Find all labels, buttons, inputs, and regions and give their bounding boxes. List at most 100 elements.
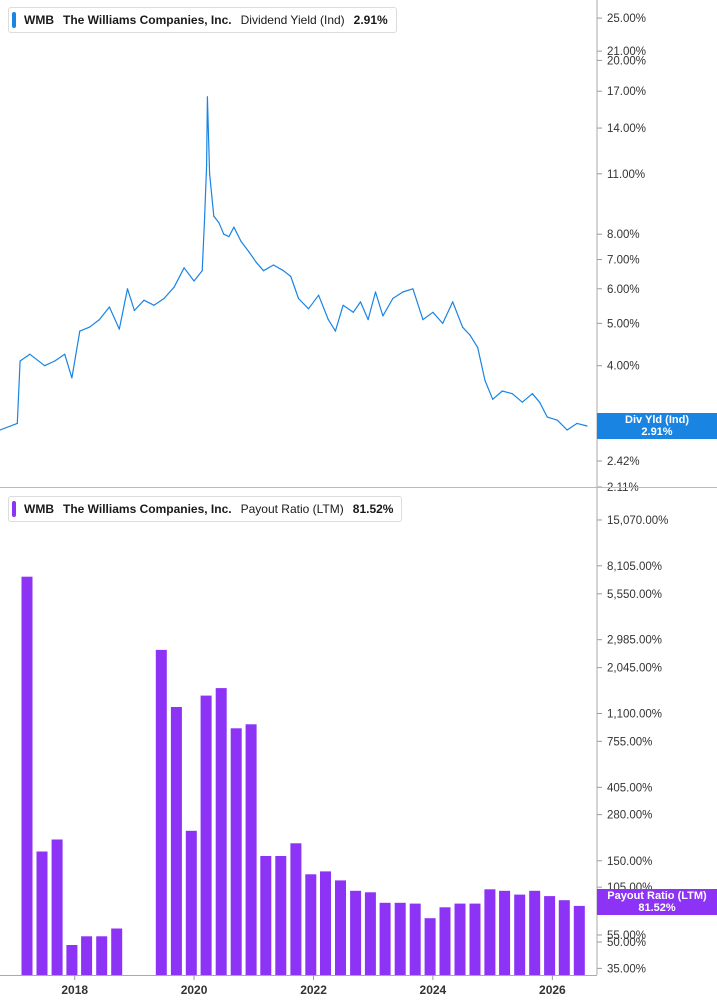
yield-point bbox=[153, 304, 155, 306]
yield-point bbox=[297, 297, 300, 300]
payout-bar bbox=[260, 856, 272, 975]
x-tick-label: 2024 bbox=[420, 983, 447, 997]
yield-point bbox=[367, 319, 369, 321]
yield-point bbox=[492, 398, 494, 400]
payout-bar bbox=[66, 945, 78, 975]
yield-legend-value: 2.91% bbox=[353, 13, 388, 27]
payout-bar bbox=[499, 890, 511, 975]
yield-point bbox=[556, 419, 559, 421]
yield-point bbox=[223, 233, 225, 235]
yield-point bbox=[16, 422, 18, 424]
yield-y-tick-label: 4.00% bbox=[607, 361, 640, 373]
yield-y-tick-label: 2.42% bbox=[607, 456, 640, 468]
yield-point bbox=[206, 164, 208, 166]
yield-point bbox=[469, 334, 471, 336]
yield-tag-label: Div Yld (Ind) bbox=[625, 414, 689, 426]
payout-plot[interactable] bbox=[21, 576, 585, 975]
yield-y-tick-label: 20.00% bbox=[607, 55, 646, 67]
payout-y-tick-label: 55.00% bbox=[607, 930, 646, 942]
payout-y-tick-label: 50.00% bbox=[607, 937, 646, 949]
payout-tag-label: Payout Ratio (LTM) bbox=[607, 890, 707, 902]
yield-plot[interactable] bbox=[0, 96, 588, 431]
yield-point bbox=[442, 322, 444, 324]
yield-point bbox=[462, 326, 464, 328]
yield-point bbox=[511, 393, 513, 395]
yield-y-tick-label: 17.00% bbox=[607, 86, 646, 98]
payout-bar bbox=[185, 830, 197, 975]
payout-bar bbox=[320, 871, 331, 975]
yield-point bbox=[108, 306, 110, 308]
payout-bar bbox=[230, 728, 242, 975]
yield-point bbox=[88, 326, 90, 328]
yield-point bbox=[19, 360, 21, 362]
payout-bar bbox=[200, 695, 212, 975]
payout-bar bbox=[21, 576, 33, 975]
x-tick-label: 2026 bbox=[539, 983, 566, 997]
yield-point bbox=[98, 319, 100, 321]
yield-point bbox=[163, 297, 165, 300]
yield-point bbox=[29, 353, 31, 355]
yield-legend-company: The Williams Companies, Inc. bbox=[63, 13, 232, 27]
yield-point bbox=[272, 264, 275, 266]
yield-point bbox=[233, 226, 235, 228]
payout-bar bbox=[335, 880, 346, 975]
payout-tag-value: 81.52% bbox=[638, 902, 676, 914]
yield-point bbox=[248, 251, 250, 253]
yield-point bbox=[213, 215, 215, 217]
payout-bar bbox=[155, 649, 167, 975]
payout-bar bbox=[379, 902, 391, 975]
yield-point bbox=[290, 275, 292, 278]
payout-bar bbox=[96, 936, 108, 975]
payout-y-tick-label: 15,070.00% bbox=[607, 515, 668, 527]
yield-point bbox=[402, 291, 404, 293]
yield-y-tick-label: 21.00% bbox=[607, 46, 646, 58]
yield-point bbox=[201, 270, 203, 272]
yield-point bbox=[382, 315, 384, 317]
payout-legend-company: The Williams Companies, Inc. bbox=[63, 502, 232, 516]
payout-y-tick-label: 280.00% bbox=[607, 810, 652, 822]
yield-point bbox=[586, 425, 588, 427]
payout-legend-swatch bbox=[12, 501, 16, 517]
yield-legend: WMB The Williams Companies, Inc. Dividen… bbox=[8, 7, 397, 33]
payout-legend-ticker: WMB bbox=[24, 502, 54, 516]
yield-point bbox=[352, 311, 354, 313]
yield-point bbox=[203, 219, 206, 222]
yield-point bbox=[54, 360, 56, 362]
yield-point bbox=[79, 330, 81, 332]
payout-bar bbox=[469, 903, 481, 975]
yield-point bbox=[484, 379, 486, 382]
payout-y-tick-label: 35.00% bbox=[607, 963, 646, 975]
yield-y-tick-label: 8.00% bbox=[607, 229, 640, 241]
yield-point bbox=[307, 308, 310, 310]
yield-point bbox=[432, 311, 434, 313]
yield-point bbox=[452, 301, 454, 303]
payout-bar bbox=[484, 889, 496, 975]
payout-y-tick-label: 1,100.00% bbox=[607, 708, 662, 720]
payout-bar bbox=[544, 896, 556, 975]
payout-bar bbox=[111, 928, 123, 975]
payout-bar bbox=[245, 724, 257, 975]
payout-bar bbox=[305, 874, 317, 975]
yield-point bbox=[477, 347, 479, 349]
payout-y-tick-label: 150.00% bbox=[607, 856, 652, 868]
yield-legend-ticker: WMB bbox=[24, 13, 54, 27]
x-tick-label: 2022 bbox=[300, 983, 327, 997]
yield-point bbox=[359, 301, 362, 303]
yield-point bbox=[262, 270, 265, 272]
payout-bar bbox=[364, 892, 376, 975]
yield-point bbox=[501, 390, 503, 392]
yield-point bbox=[209, 173, 211, 175]
payout-bar bbox=[51, 839, 63, 975]
yield-point bbox=[282, 270, 285, 272]
yield-point bbox=[183, 267, 185, 269]
yield-y-tick-label: 11.00% bbox=[607, 169, 645, 181]
yield-point bbox=[318, 294, 320, 296]
yield-point bbox=[228, 236, 230, 238]
payout-bar bbox=[275, 856, 287, 975]
yield-legend-metric: Dividend Yield (Ind) bbox=[240, 13, 345, 27]
yield-point bbox=[566, 429, 568, 431]
yield-y-tick-label: 7.00% bbox=[607, 255, 640, 267]
payout-bar bbox=[215, 688, 227, 975]
